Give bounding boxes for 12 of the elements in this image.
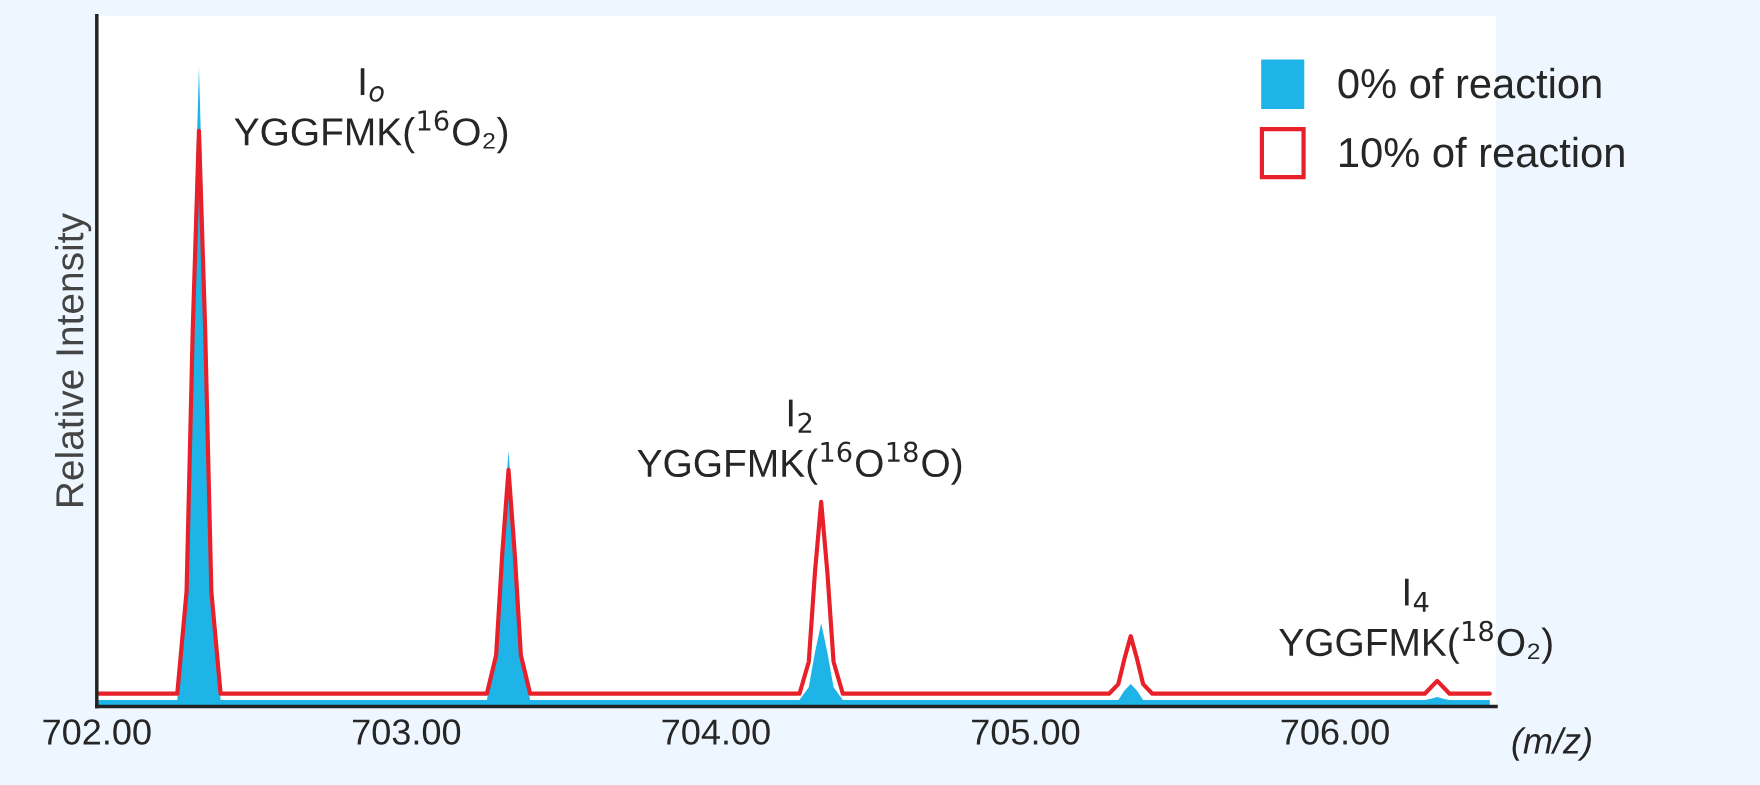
- y-axis-title: Relative Intensity: [54, 213, 92, 506]
- annotation: I$_{4}$ YGGFMK($^{18}$O₂): [1279, 578, 1552, 664]
- x-tick-label: 705.00: [972, 719, 1080, 745]
- annotation: I$_{2}$ YGGFMK($^{16}$O$^{18}$O): [637, 399, 962, 485]
- x-tick-label: 706.00: [1281, 719, 1389, 745]
- x-tick-label: 704.00: [662, 719, 770, 745]
- x-axis-title: (m/z): [1512, 727, 1591, 761]
- legend-label: 10% of reaction: [1340, 136, 1624, 168]
- legend-label: 0% of reaction: [1338, 67, 1601, 99]
- x-tick-label: 702.00: [43, 719, 151, 745]
- x-tick-label: 703.00: [352, 719, 461, 745]
- annotation: I$_{o}$ YGGFMK($^{16}$O₂): [234, 68, 508, 154]
